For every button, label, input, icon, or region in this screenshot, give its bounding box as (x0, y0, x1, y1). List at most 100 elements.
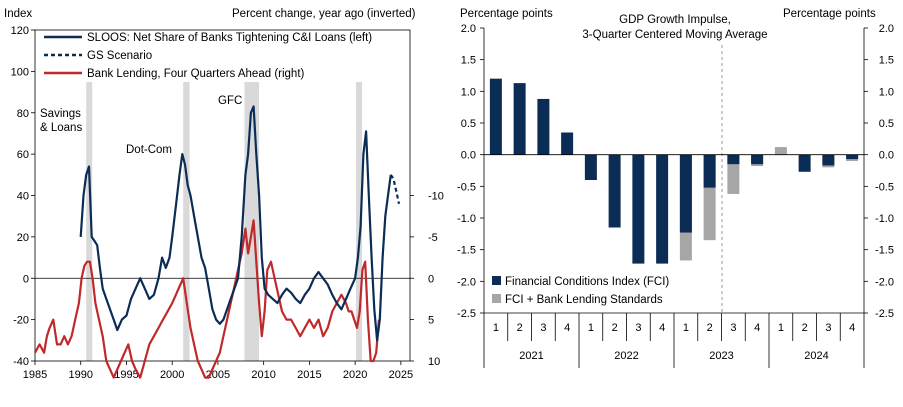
legend-label-fci-bank: FCI + Bank Lending Standards (505, 294, 663, 306)
quarter-label: 1 (493, 322, 499, 334)
bar-left-tick-label: 1.5 (461, 55, 476, 67)
quarter-label: 1 (588, 322, 594, 334)
bar-left-tick-label: -1.0 (457, 213, 476, 225)
bar-right-tick-label: 0.0 (879, 150, 894, 162)
bar-fci (679, 154, 692, 233)
quarter-label: 1 (683, 322, 689, 334)
bar-left-tick-label: 0.0 (461, 150, 476, 162)
right-y-tick-label: 0 (428, 273, 434, 285)
bar-right-tick-label: -1.5 (875, 245, 894, 257)
year-label: 2024 (804, 350, 828, 362)
bar-left-tick-label: 0.5 (461, 118, 476, 130)
recession-band (86, 82, 93, 361)
x-tick-label: 2025 (389, 369, 413, 381)
year-label: 2023 (709, 350, 733, 362)
legend-swatch-fci-bank (492, 294, 501, 303)
x-tick-label: 1990 (68, 369, 92, 381)
bar-fci (584, 154, 597, 180)
bar-right-tick-label: -0.5 (875, 181, 894, 193)
quarter-label: 3 (730, 322, 736, 334)
quarter-label: 1 (778, 322, 784, 334)
year-label: 2021 (519, 350, 543, 362)
bar-right-tick-label: 0.5 (879, 118, 894, 130)
chart-title: GDP Growth Impulse, 3-Quarter Centered Mo… (582, 14, 767, 41)
series-line-sloos (79, 105, 392, 342)
bar-right-tick-label: -1.0 (875, 213, 894, 225)
quarter-label: 3 (635, 322, 641, 334)
recession-band (244, 82, 260, 361)
recession-band (356, 82, 363, 361)
right-chart: Percentage points Percentage points GDP … (457, 8, 894, 368)
quarter-label: 4 (754, 322, 760, 334)
bar-fci (822, 154, 835, 166)
left-y-tick-label: 60 (17, 149, 29, 161)
bar-fci (632, 154, 645, 264)
x-tick-label: 2015 (297, 369, 321, 381)
legend-label-gs-scenario: GS Scenario (87, 50, 152, 62)
right-legend: Financial Conditions Index (FCI) FCI + B… (492, 276, 669, 306)
series-line-bank-lending (34, 219, 380, 379)
x-tick-label: 1995 (114, 369, 138, 381)
left-legend: SLOOS: Net Share of Banks Tightening C&I… (44, 32, 372, 80)
left-y-tick-label: 120 (11, 25, 29, 37)
annotation-gfc: GFC (218, 95, 242, 107)
left-y-tick-label: 80 (17, 108, 29, 120)
bar-left-tick-label: -1.5 (457, 245, 476, 257)
quarter-label: 4 (564, 322, 570, 334)
quarter-label: 2 (707, 322, 713, 334)
bar-fci-bank-lending (727, 154, 740, 194)
x-tick-label: 2020 (343, 369, 367, 381)
right-left-axis-label: Percentage points (460, 8, 553, 20)
bar-right-tick-label: 2.0 (879, 23, 894, 35)
bar-fci (727, 154, 740, 165)
bar-fci-bank-lending (774, 147, 787, 155)
series-line-gs-scenario (389, 174, 401, 205)
bar-fci (561, 132, 574, 155)
legend-label-bank-lending: Bank Lending, Four Quarters Ahead (right… (87, 68, 305, 80)
left-y-tick-label: -20 (13, 315, 29, 327)
right-right-axis-label: Percentage points (783, 8, 876, 20)
quarter-label: 2 (517, 322, 523, 334)
left-y-tick-label: 40 (17, 191, 29, 203)
x-tick-label: 1985 (23, 369, 47, 381)
bar-left-tick-label: -2.5 (457, 308, 476, 320)
annotation-savings-loans: Savings & Loans (40, 108, 82, 134)
quarter-label: 2 (612, 322, 618, 334)
bar-fci (656, 154, 669, 264)
legend-label-fci: Financial Conditions Index (FCI) (505, 276, 669, 288)
right-y-tick-label: -5 (428, 232, 438, 244)
bar-right-tick-label: -2.0 (875, 276, 894, 288)
bar-fci (798, 154, 811, 172)
annotation-dot-com: Dot-Com (126, 144, 172, 156)
bar-right-tick-label: 1.5 (879, 55, 894, 67)
bar-left-tick-label: -2.0 (457, 276, 476, 288)
quarter-label: 2 (802, 322, 808, 334)
quarter-label: 3 (825, 322, 831, 334)
right-y-tick-label: 10 (428, 356, 440, 368)
bar-fci (846, 154, 859, 160)
bar-fci (751, 154, 764, 165)
x-tick-label: 2000 (160, 369, 184, 381)
quarter-label: 4 (849, 322, 855, 334)
bar-fci (513, 83, 526, 155)
legend-label-sloos: SLOOS: Net Share of Banks Tightening C&I… (87, 32, 372, 44)
quarter-label: 4 (659, 322, 665, 334)
left-y-tick-label: 0 (23, 273, 29, 285)
recession-band (183, 82, 190, 361)
bar-left-tick-label: 1.0 (461, 86, 476, 98)
right-y-tick-label: -10 (428, 191, 444, 203)
bar-fci (489, 78, 502, 155)
left-chart: 120 100 80 60 40 20 0 -20 -40 -10 -5 0 5 10 1985 1990… (4, 8, 444, 381)
right-axis-label: Percent change, year ago (inverted) (232, 8, 416, 20)
bar-left-tick-label: -0.5 (457, 181, 476, 193)
left-y-tick-label: 20 (17, 232, 29, 244)
bar-right-tick-label: 1.0 (879, 86, 894, 98)
right-y-tick-label: 5 (428, 315, 434, 327)
left-y-tick-label: -40 (13, 356, 29, 368)
left-axis-label: Index (4, 8, 32, 20)
bar-fci (608, 154, 621, 228)
x-tick-label: 2010 (251, 369, 275, 381)
left-y-tick-label: 100 (11, 66, 29, 78)
bar-left-tick-label: 2.0 (461, 23, 476, 35)
